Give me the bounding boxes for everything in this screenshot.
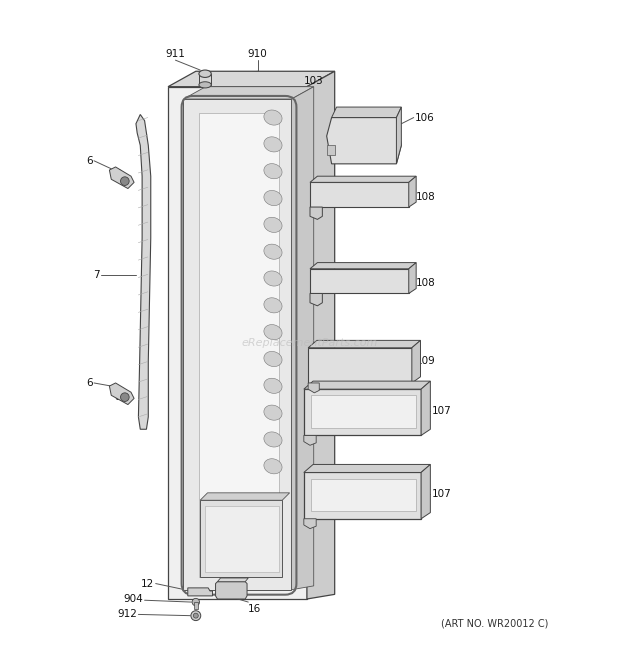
Polygon shape [200, 500, 282, 578]
Text: 103: 103 [304, 75, 324, 85]
Polygon shape [310, 262, 416, 269]
Polygon shape [264, 137, 282, 152]
Polygon shape [304, 473, 421, 519]
Text: 107: 107 [432, 489, 451, 499]
Text: 7: 7 [94, 270, 100, 280]
Circle shape [120, 176, 129, 186]
Polygon shape [264, 190, 282, 206]
Polygon shape [264, 110, 282, 125]
Polygon shape [168, 87, 307, 599]
Text: 107: 107 [432, 406, 451, 416]
Polygon shape [188, 588, 213, 596]
Text: 6: 6 [86, 378, 93, 388]
Polygon shape [409, 262, 416, 293]
Polygon shape [327, 145, 335, 155]
Text: 8: 8 [114, 392, 121, 403]
Polygon shape [310, 207, 322, 219]
Polygon shape [184, 87, 314, 99]
Circle shape [191, 611, 201, 621]
Polygon shape [264, 405, 282, 420]
Polygon shape [304, 436, 316, 446]
Polygon shape [311, 479, 416, 512]
Polygon shape [310, 269, 409, 293]
Circle shape [193, 613, 198, 618]
Text: 108: 108 [416, 278, 436, 288]
Polygon shape [308, 348, 412, 383]
Polygon shape [291, 87, 314, 590]
Text: 8: 8 [114, 169, 121, 178]
Polygon shape [264, 164, 282, 178]
Polygon shape [264, 325, 282, 340]
Polygon shape [310, 293, 322, 306]
Polygon shape [308, 340, 420, 348]
Polygon shape [308, 383, 319, 393]
Polygon shape [332, 107, 401, 118]
Polygon shape [304, 465, 430, 473]
Text: 16: 16 [248, 604, 262, 614]
Polygon shape [264, 244, 282, 259]
Text: 911: 911 [166, 49, 185, 59]
Polygon shape [264, 217, 282, 233]
Text: 12: 12 [141, 578, 154, 588]
Polygon shape [327, 118, 401, 164]
Text: 108: 108 [416, 192, 436, 202]
Polygon shape [199, 113, 279, 578]
Text: 109: 109 [416, 356, 436, 366]
Polygon shape [307, 71, 335, 599]
Polygon shape [264, 352, 282, 367]
Polygon shape [304, 389, 421, 436]
Polygon shape [310, 182, 409, 207]
Polygon shape [310, 176, 416, 182]
Polygon shape [264, 271, 282, 286]
Polygon shape [205, 506, 279, 572]
Polygon shape [264, 459, 282, 474]
Polygon shape [304, 519, 316, 529]
Polygon shape [109, 167, 134, 188]
Polygon shape [304, 381, 430, 389]
Text: 910: 910 [247, 49, 267, 59]
Polygon shape [409, 176, 416, 207]
Text: 904: 904 [123, 594, 143, 604]
Polygon shape [216, 582, 247, 599]
Polygon shape [184, 99, 291, 590]
Polygon shape [136, 114, 151, 429]
Polygon shape [264, 297, 282, 313]
Bar [199, 74, 211, 85]
Polygon shape [421, 465, 430, 519]
Ellipse shape [199, 70, 211, 77]
Polygon shape [200, 493, 290, 500]
Polygon shape [264, 378, 282, 393]
Polygon shape [412, 340, 420, 383]
Text: 6: 6 [86, 156, 93, 166]
Polygon shape [421, 381, 430, 436]
Bar [194, 602, 198, 609]
Polygon shape [168, 71, 335, 87]
Text: 106: 106 [415, 112, 435, 122]
Text: 912: 912 [117, 609, 137, 619]
Ellipse shape [199, 82, 211, 88]
Polygon shape [264, 432, 282, 447]
Polygon shape [218, 578, 248, 582]
Text: eReplacementParts.com: eReplacementParts.com [242, 338, 378, 348]
Circle shape [192, 598, 200, 605]
Text: (ART NO. WR20012 C): (ART NO. WR20012 C) [441, 619, 549, 629]
Polygon shape [396, 107, 401, 164]
Circle shape [120, 393, 129, 401]
Polygon shape [311, 395, 416, 428]
Polygon shape [109, 383, 134, 405]
